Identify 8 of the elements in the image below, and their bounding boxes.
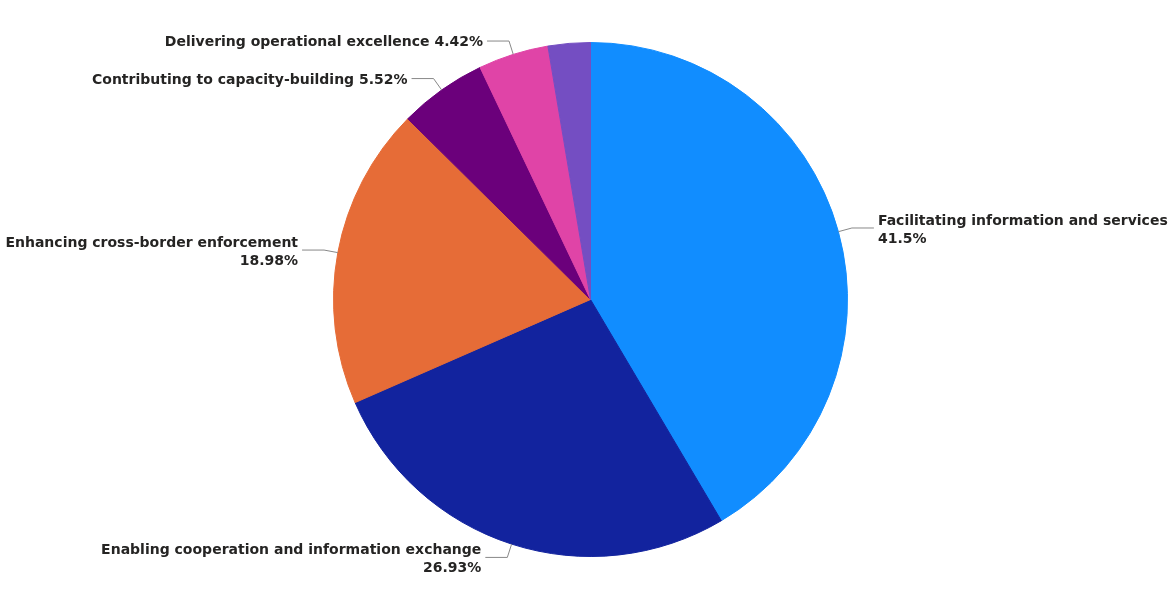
data-label: 18.98% bbox=[239, 252, 299, 269]
data-label: 41.5% bbox=[877, 229, 927, 246]
slice-label: Contributing to capacity-building 5.52% bbox=[92, 70, 408, 87]
slice-label: Facilitating information and services bbox=[877, 211, 1168, 228]
slice-label: Enabling cooperation and information exchange bbox=[101, 541, 482, 558]
slice-label: Delivering operational excellence 4.42% bbox=[164, 33, 484, 50]
slice-label: Enhancing cross-border enforcement bbox=[5, 234, 299, 251]
data-label: 26.93% bbox=[423, 559, 482, 576]
